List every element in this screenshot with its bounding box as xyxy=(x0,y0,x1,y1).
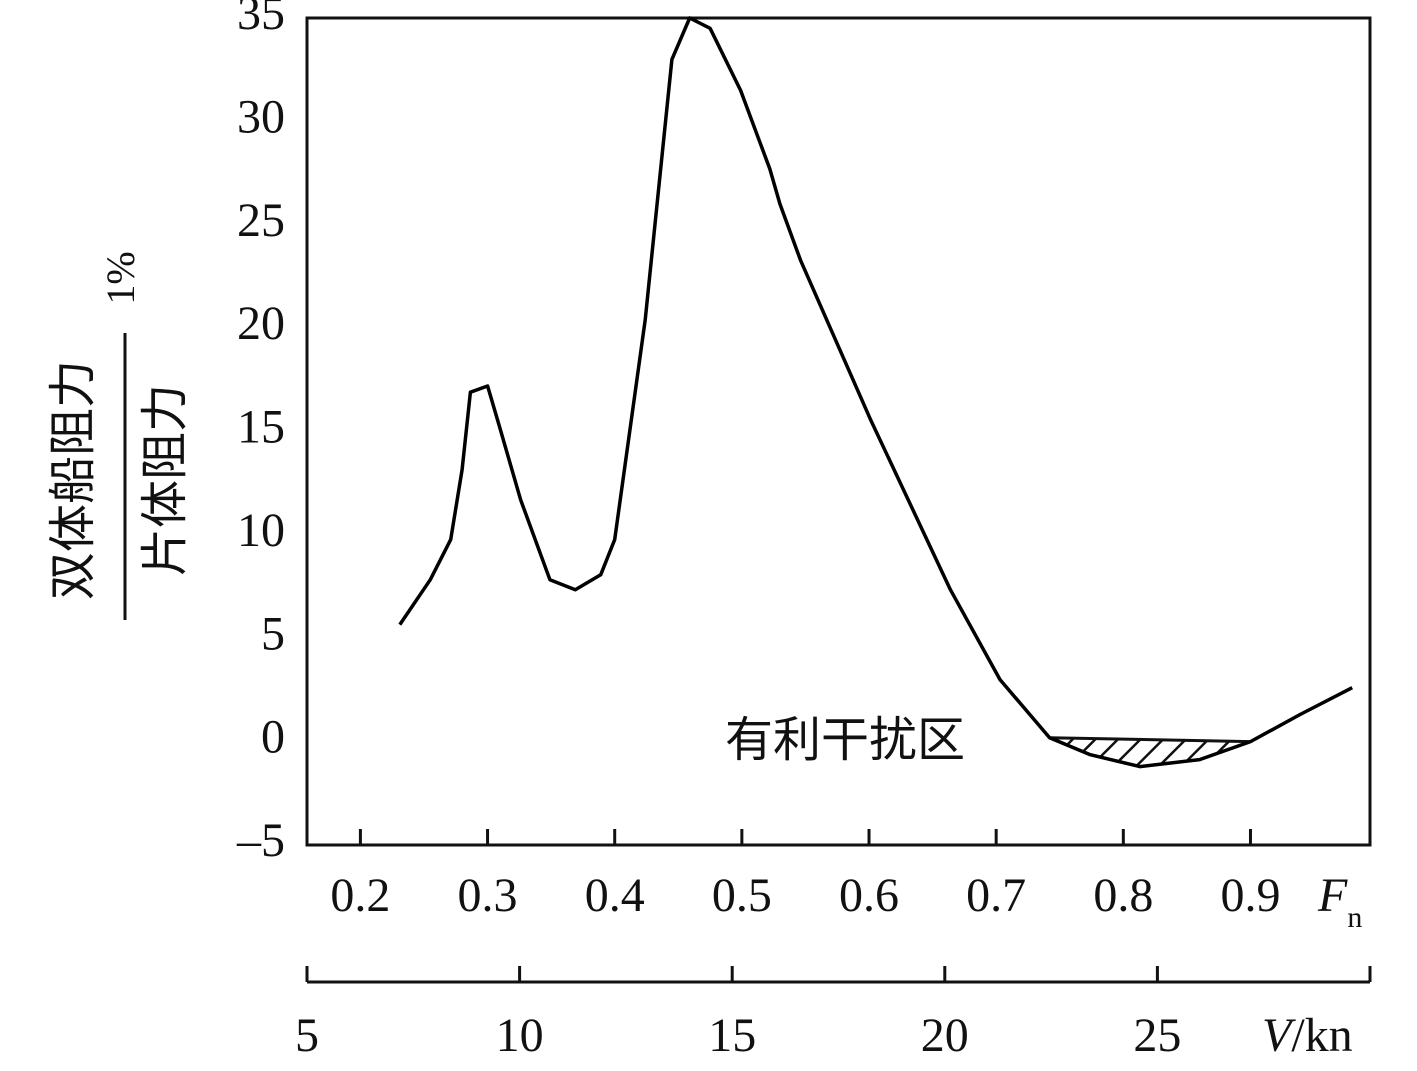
x-tick-label: 0.9 xyxy=(1220,869,1280,922)
x-tick-label: 0.3 xyxy=(458,869,518,922)
y-tick-label: 30 xyxy=(237,90,285,143)
x2-label: V/kn xyxy=(1262,1009,1353,1062)
y-tick-label: 10 xyxy=(237,504,285,557)
x2-tick-label: 10 xyxy=(496,1009,544,1062)
x-tick-label: 0.4 xyxy=(585,869,645,922)
y-tick-label: 20 xyxy=(237,297,285,350)
x2-tick-label: 25 xyxy=(1133,1009,1181,1062)
x2-label-unit: /kn xyxy=(1291,1009,1352,1062)
x-label: Fn xyxy=(1317,869,1362,934)
x-tick-label: 0.2 xyxy=(330,869,390,922)
data-line xyxy=(398,16,1354,769)
y-tick-label: 35 xyxy=(237,0,285,40)
y-tick-label: 0 xyxy=(261,711,285,764)
x2-tick-label: 20 xyxy=(921,1009,969,1062)
y-label-unit: 1% xyxy=(98,251,143,304)
y-label-denominator: 片体阻力 xyxy=(139,384,192,576)
x2-tick-label: 15 xyxy=(708,1009,756,1062)
x-label-main: F xyxy=(1317,869,1348,922)
x-tick-label: 0.5 xyxy=(712,869,772,922)
x-label-sub: n xyxy=(1347,901,1362,934)
y-label-numerator: 双体船阻力 xyxy=(47,360,100,600)
x-tick-label: 0.7 xyxy=(966,869,1026,922)
x-tick-label: 0.6 xyxy=(839,869,899,922)
y-tick-label: 25 xyxy=(237,194,285,247)
x2-label-main: V xyxy=(1262,1009,1296,1062)
y-tick-label: –5 xyxy=(236,814,285,867)
y-tick-label: 5 xyxy=(261,607,285,660)
y-tick-label: 15 xyxy=(237,401,285,454)
x-tick-label: 0.8 xyxy=(1093,869,1153,922)
x2-tick-label: 5 xyxy=(295,1009,319,1062)
annotation: 有利干扰区 xyxy=(725,714,965,767)
